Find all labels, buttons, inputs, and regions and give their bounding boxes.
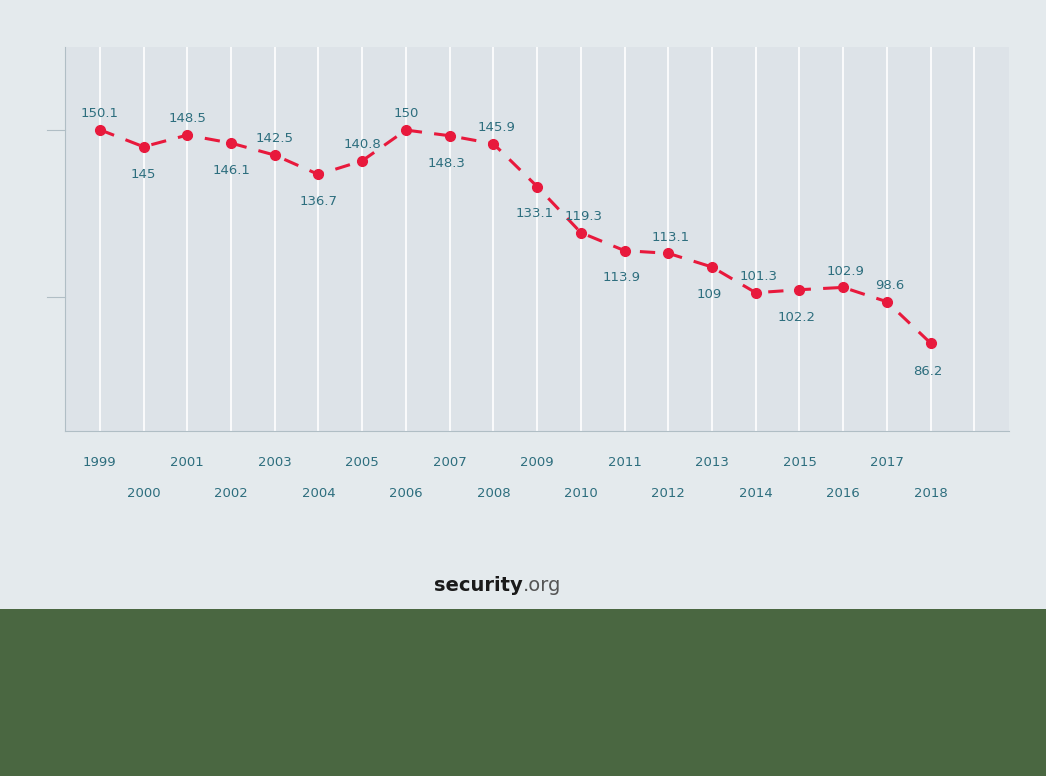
Text: 102.2: 102.2 <box>778 310 816 324</box>
Text: 109: 109 <box>697 288 722 301</box>
Text: 2016: 2016 <box>826 487 860 501</box>
Text: 119.3: 119.3 <box>565 210 602 223</box>
Text: 102.9: 102.9 <box>827 265 865 278</box>
Text: 2013: 2013 <box>696 456 729 469</box>
Text: 2006: 2006 <box>389 487 423 501</box>
Text: 2008: 2008 <box>477 487 510 501</box>
Text: 142.5: 142.5 <box>256 133 294 145</box>
Text: 2009: 2009 <box>520 456 554 469</box>
Text: 148.5: 148.5 <box>168 113 206 126</box>
Text: 101.3: 101.3 <box>740 270 777 283</box>
Text: 86.2: 86.2 <box>913 365 942 379</box>
Text: 2003: 2003 <box>258 456 292 469</box>
Text: .org: .org <box>523 577 562 595</box>
Text: 2000: 2000 <box>127 487 160 501</box>
Text: 148.3: 148.3 <box>428 157 465 170</box>
Text: 2018: 2018 <box>914 487 948 501</box>
Text: 2010: 2010 <box>564 487 597 501</box>
Text: 2005: 2005 <box>345 456 379 469</box>
Text: 150.1: 150.1 <box>81 107 119 120</box>
Text: 145.9: 145.9 <box>477 121 515 134</box>
Text: security: security <box>434 577 523 595</box>
Text: 136.7: 136.7 <box>299 196 338 208</box>
Text: 2004: 2004 <box>301 487 336 501</box>
Text: 140.8: 140.8 <box>343 138 381 151</box>
Text: 2002: 2002 <box>214 487 248 501</box>
Text: 2015: 2015 <box>782 456 817 469</box>
Text: 2014: 2014 <box>738 487 773 501</box>
Text: 145: 145 <box>131 168 156 181</box>
Text: 2001: 2001 <box>170 456 204 469</box>
Text: 98.6: 98.6 <box>876 279 905 292</box>
Text: 150: 150 <box>393 107 418 120</box>
Text: 2007: 2007 <box>433 456 467 469</box>
Text: 113.1: 113.1 <box>652 230 690 244</box>
Text: 1999: 1999 <box>83 456 117 469</box>
Text: 113.9: 113.9 <box>602 272 641 285</box>
Text: 2017: 2017 <box>870 456 904 469</box>
Text: 133.1: 133.1 <box>516 207 553 220</box>
Text: 146.1: 146.1 <box>212 164 250 177</box>
Text: 2012: 2012 <box>652 487 685 501</box>
Text: 2011: 2011 <box>608 456 641 469</box>
